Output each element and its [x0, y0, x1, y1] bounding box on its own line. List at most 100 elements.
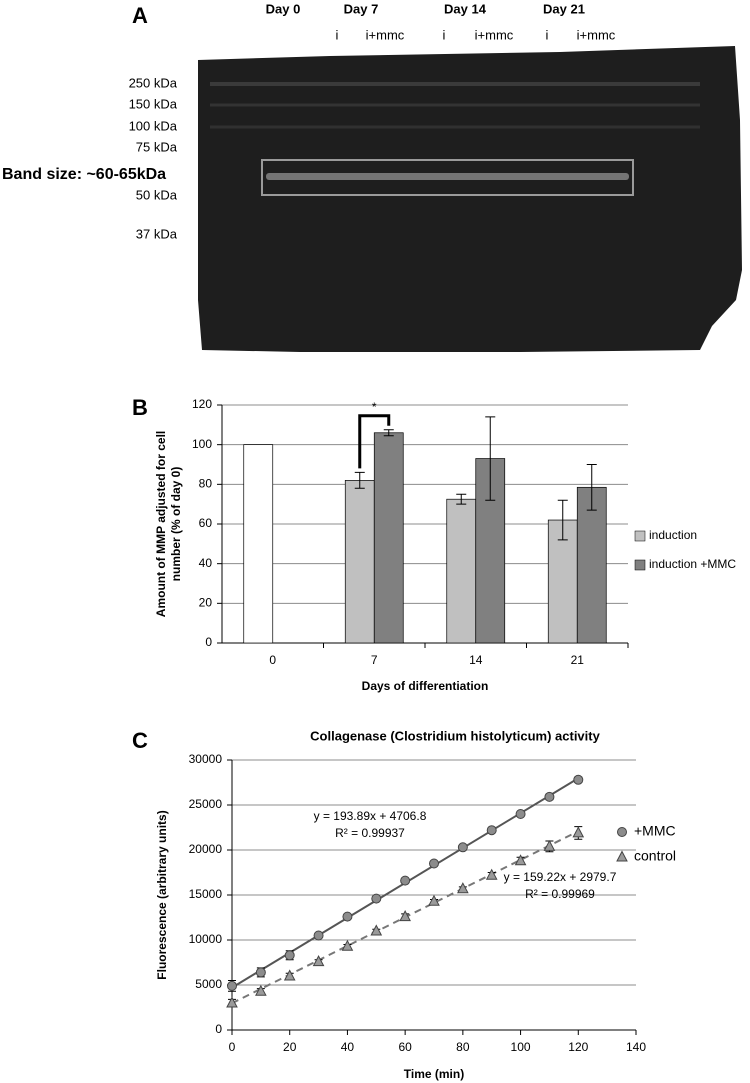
data-point: [312, 955, 325, 967]
y-tick-label: 80: [199, 477, 213, 491]
y-tick-label: 0: [205, 635, 212, 649]
fit-equation: y = 159.22x + 2979.7: [504, 870, 617, 884]
x-tick-label: 14: [469, 653, 483, 667]
x-tick-label: 80: [456, 1040, 470, 1054]
data-point: [428, 894, 440, 906]
data-point: [370, 924, 383, 936]
x-tick-label: 7: [371, 653, 378, 667]
x-tick-label: 60: [398, 1040, 412, 1054]
data-point: [573, 774, 584, 785]
y-tick-label: 100: [192, 437, 212, 451]
error-bar: [586, 464, 597, 511]
bar: [547, 519, 578, 644]
data-point: [515, 809, 526, 819]
data-point: [284, 950, 295, 961]
data-point: [341, 939, 354, 951]
data-point: [227, 980, 237, 991]
y-tick-label: 20: [199, 596, 213, 610]
y-tick-label: 25000: [189, 797, 223, 811]
legend-label: +MMC: [634, 823, 676, 839]
band-box: [261, 159, 634, 196]
data-point: [313, 930, 324, 941]
bar: [576, 486, 607, 644]
lane-label: i: [336, 27, 339, 42]
fit-equation: y = 193.89x + 4706.8: [314, 809, 427, 823]
significance-bracket: [358, 414, 391, 469]
data-point: [543, 839, 556, 851]
data-point: [572, 826, 585, 838]
y-tick-label: 5000: [195, 977, 222, 991]
x-tick-label: 0: [269, 653, 276, 667]
legend-swatch: [634, 530, 646, 542]
bar: [373, 432, 404, 644]
panel-label: B: [132, 395, 148, 420]
y-tick-label: 0: [215, 1022, 222, 1036]
y-tick-label: 10000: [189, 932, 223, 946]
legend-marker: [616, 850, 628, 862]
x-tick-label: 0: [229, 1040, 236, 1054]
data-point: [429, 858, 439, 869]
marker-label: 37 kDa: [136, 226, 178, 241]
day-label: Day 14: [444, 1, 487, 16]
legend-label: control: [634, 848, 676, 864]
x-tick-label: 40: [341, 1040, 355, 1054]
x-tick-label: 21: [571, 653, 585, 667]
error-bar: [557, 499, 568, 541]
bar: [344, 480, 375, 644]
day-label: Day 21: [543, 1, 585, 16]
y-axis-label: Fluorescence (arbitrary units): [155, 810, 169, 979]
lane-label: i+mmc: [366, 27, 405, 42]
x-tick-label: 20: [283, 1040, 297, 1054]
data-point: [255, 967, 266, 978]
marker-label: 50 kDa: [136, 187, 178, 202]
panel-label: C: [132, 728, 148, 753]
x-axis-label: Time (min): [404, 1067, 464, 1081]
legend-label: induction: [649, 528, 697, 542]
y-tick-label: 120: [192, 397, 212, 411]
data-point: [399, 910, 411, 922]
significance-label: *: [372, 400, 377, 414]
y-axis-label: number (% of day 0): [169, 467, 183, 582]
marker-label: 100 kDa: [129, 118, 178, 133]
y-tick-label: 30000: [189, 752, 223, 766]
data-point: [457, 882, 469, 894]
legend-swatch: [634, 559, 646, 571]
lane-label: i+mmc: [577, 27, 616, 42]
data-point: [371, 893, 382, 904]
day-label: Day 7: [344, 1, 379, 16]
legend-marker: [617, 827, 627, 837]
y-axis-label: Amount of MMP adjusted for cell: [154, 431, 168, 617]
data-point: [342, 911, 353, 922]
data-point: [544, 791, 555, 802]
band-size-label: Band size: ~60-65kDa: [2, 166, 166, 183]
y-tick-label: 20000: [189, 842, 223, 856]
panel-label: A: [132, 3, 148, 28]
x-tick-label: 120: [568, 1040, 588, 1054]
data-point: [283, 969, 296, 981]
data-point: [255, 984, 267, 996]
band: [266, 173, 629, 180]
bar: [243, 444, 274, 644]
marker-label: 75 kDa: [136, 139, 178, 154]
error-bar: [354, 471, 365, 489]
marker-label: 150 kDa: [129, 96, 178, 111]
x-tick-label: 140: [626, 1040, 646, 1054]
bar: [446, 498, 477, 644]
day-label: Day 0: [266, 1, 301, 16]
data-point: [485, 868, 498, 880]
data-point: [514, 854, 527, 866]
error-bar: [485, 416, 496, 501]
legend-label: induction +MMC: [649, 557, 736, 571]
fit-r2: R² = 0.99937: [335, 826, 405, 840]
lane-label: i+mmc: [475, 27, 514, 42]
x-tick-label: 100: [511, 1040, 531, 1054]
gel: [198, 46, 742, 352]
y-tick-label: 60: [199, 516, 213, 530]
error-bar: [456, 493, 467, 505]
data-point: [457, 842, 468, 853]
lane-label: i: [546, 27, 549, 42]
y-tick-label: 15000: [189, 887, 223, 901]
error-bar: [383, 429, 394, 437]
fit-r2: R² = 0.99969: [525, 887, 595, 901]
